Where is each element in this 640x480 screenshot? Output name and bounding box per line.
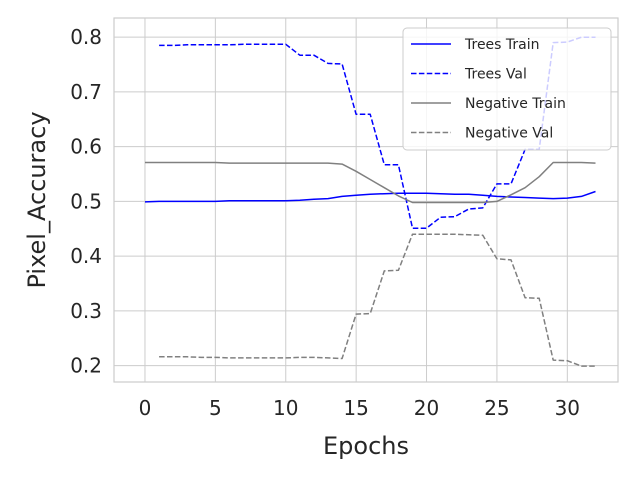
legend-label: Trees Val (464, 67, 527, 83)
legend-box (402, 27, 612, 151)
y-tick-label: 0.8 (70, 25, 102, 49)
legend: Trees Train Trees Val Negative Train Negati… (402, 27, 612, 151)
legend-label: Trees Train (464, 37, 540, 53)
series-line-trees-val (159, 36, 596, 229)
y-tick-label: 0.7 (70, 80, 102, 104)
series-line-trees-train (144, 190, 596, 203)
y-tick-label: 0.6 (70, 135, 102, 159)
plot-frame (113, 17, 619, 383)
y-tick-label: 0.5 (70, 189, 102, 213)
x-tick-label: 15 (343, 396, 368, 420)
legend-label: Negative Train (465, 96, 566, 112)
series-lines (144, 36, 596, 367)
y-tick-label: 0.3 (70, 299, 102, 323)
x-tick-label: 30 (555, 396, 580, 420)
x-axis-label: Epochs (323, 432, 409, 460)
tick-labels: 0 5 10 15 20 25 30 0.2 0.3 0.4 0.5 0.6 0.7 0.8 (70, 25, 580, 420)
x-tick-label: 20 (414, 396, 439, 420)
series-line-negative-train (145, 161, 596, 204)
y-axis-label: Pixel_Accuracy (23, 111, 51, 288)
legend-label: Negative Val (465, 126, 553, 142)
y-tick-label: 0.2 (70, 354, 102, 378)
x-tick-label: 0 (139, 396, 152, 420)
y-tick-label: 0.4 (70, 244, 102, 268)
x-tick-label: 25 (484, 396, 509, 420)
x-tick-label: 5 (209, 396, 222, 420)
series-line-negative-val (159, 233, 596, 367)
x-tick-label: 10 (273, 396, 298, 420)
